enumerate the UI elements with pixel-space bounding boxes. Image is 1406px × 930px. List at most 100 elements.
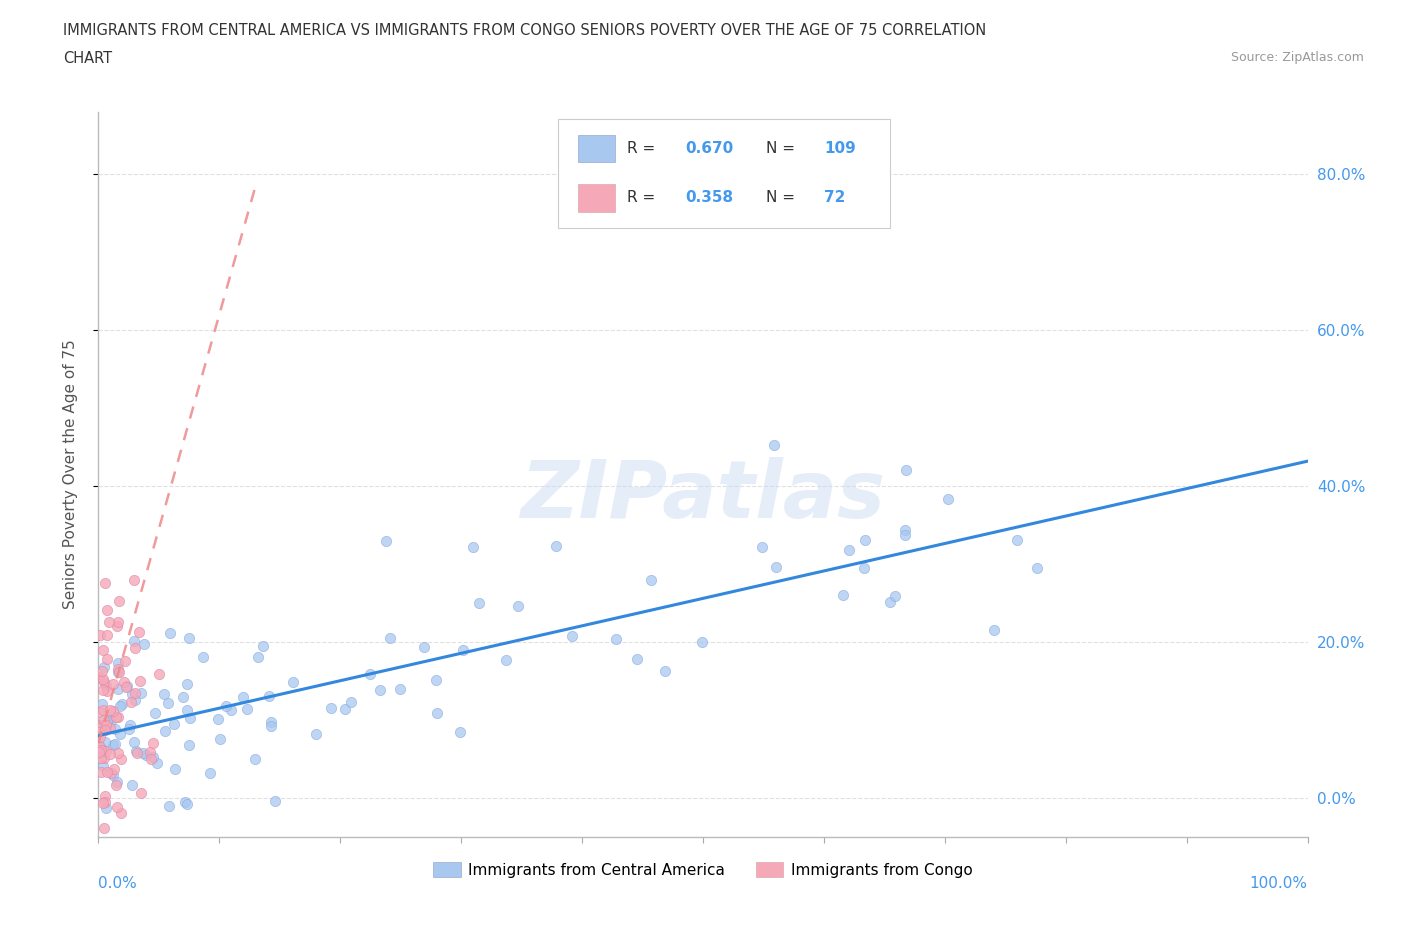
Point — [281, 675, 304, 690]
Point — [894, 462, 917, 477]
Point — [94, 789, 117, 804]
Point — [107, 665, 129, 680]
Point — [97, 712, 120, 727]
Text: R =: R = — [627, 191, 659, 206]
Point — [626, 651, 648, 666]
Point — [305, 727, 328, 742]
Point — [110, 697, 132, 711]
Point — [98, 747, 121, 762]
Point — [561, 629, 583, 644]
Point — [91, 702, 114, 717]
Point — [751, 540, 773, 555]
Point — [105, 774, 128, 789]
Legend: Immigrants from Central America, Immigrants from Congo: Immigrants from Central America, Immigra… — [427, 856, 979, 884]
Point — [98, 721, 121, 736]
Point — [101, 767, 124, 782]
Point — [93, 682, 115, 697]
Point — [179, 631, 201, 645]
Point — [883, 588, 905, 603]
Point — [389, 681, 412, 696]
Point — [105, 800, 128, 815]
Point — [132, 636, 155, 651]
Point — [105, 710, 128, 724]
Point — [893, 523, 915, 538]
Point — [91, 671, 114, 686]
Point — [260, 714, 283, 729]
Point — [107, 664, 129, 679]
Point — [91, 663, 114, 678]
Point — [215, 698, 238, 713]
Point — [124, 692, 146, 707]
Point — [90, 764, 112, 779]
Point — [176, 702, 198, 717]
Point — [131, 745, 153, 760]
Point — [104, 737, 127, 751]
Point — [378, 631, 401, 645]
Point — [232, 689, 254, 704]
FancyBboxPatch shape — [558, 119, 890, 228]
Y-axis label: Seniors Poverty Over the Age of 75: Seniors Poverty Over the Age of 75 — [63, 339, 77, 609]
Point — [90, 717, 112, 732]
Point — [172, 689, 194, 704]
Point — [468, 596, 491, 611]
Text: Source: ZipAtlas.com: Source: ZipAtlas.com — [1230, 51, 1364, 64]
Point — [375, 533, 398, 548]
Point — [90, 717, 112, 732]
Point — [93, 712, 115, 727]
Text: 0.0%: 0.0% — [98, 876, 138, 891]
Point — [853, 533, 876, 548]
Point — [765, 560, 787, 575]
Point — [122, 633, 145, 648]
Point — [125, 743, 148, 758]
Point — [129, 786, 152, 801]
Point — [91, 742, 114, 757]
Point — [135, 748, 157, 763]
Text: 0.670: 0.670 — [685, 141, 733, 156]
Text: 100.0%: 100.0% — [1250, 876, 1308, 891]
Point — [94, 575, 117, 590]
Point — [129, 686, 152, 701]
Point — [96, 628, 118, 643]
Point — [368, 683, 391, 698]
Point — [96, 679, 118, 694]
Point — [107, 593, 129, 608]
Point — [91, 643, 114, 658]
Point — [1005, 533, 1028, 548]
Text: IMMIGRANTS FROM CENTRAL AMERICA VS IMMIGRANTS FROM CONGO SENIORS POVERTY OVER TH: IMMIGRANTS FROM CENTRAL AMERICA VS IMMIG… — [63, 23, 987, 38]
Point — [114, 680, 136, 695]
Point — [640, 573, 662, 588]
Point — [120, 695, 142, 710]
Point — [831, 588, 853, 603]
Point — [157, 696, 180, 711]
Point — [257, 688, 280, 703]
Point — [96, 764, 118, 779]
Point — [176, 676, 198, 691]
Point — [110, 752, 132, 767]
Point — [121, 777, 143, 792]
Point — [853, 561, 876, 576]
Point — [94, 735, 117, 750]
Point — [114, 653, 136, 668]
Point — [340, 695, 363, 710]
Point — [94, 801, 117, 816]
Point — [107, 745, 129, 760]
Point — [359, 666, 381, 681]
Point — [319, 700, 342, 715]
Point — [153, 724, 176, 738]
Point — [159, 625, 181, 640]
Point — [193, 650, 215, 665]
Point — [207, 711, 229, 726]
Point — [121, 686, 143, 701]
Point — [463, 539, 485, 554]
Point — [108, 726, 131, 741]
Point — [544, 538, 567, 553]
Point — [103, 762, 125, 777]
Point — [449, 724, 471, 739]
Point — [118, 722, 141, 737]
Point — [142, 750, 165, 764]
Point — [97, 615, 120, 630]
Point — [605, 631, 627, 646]
Point — [107, 661, 129, 676]
Point — [179, 711, 201, 725]
Point — [426, 706, 449, 721]
